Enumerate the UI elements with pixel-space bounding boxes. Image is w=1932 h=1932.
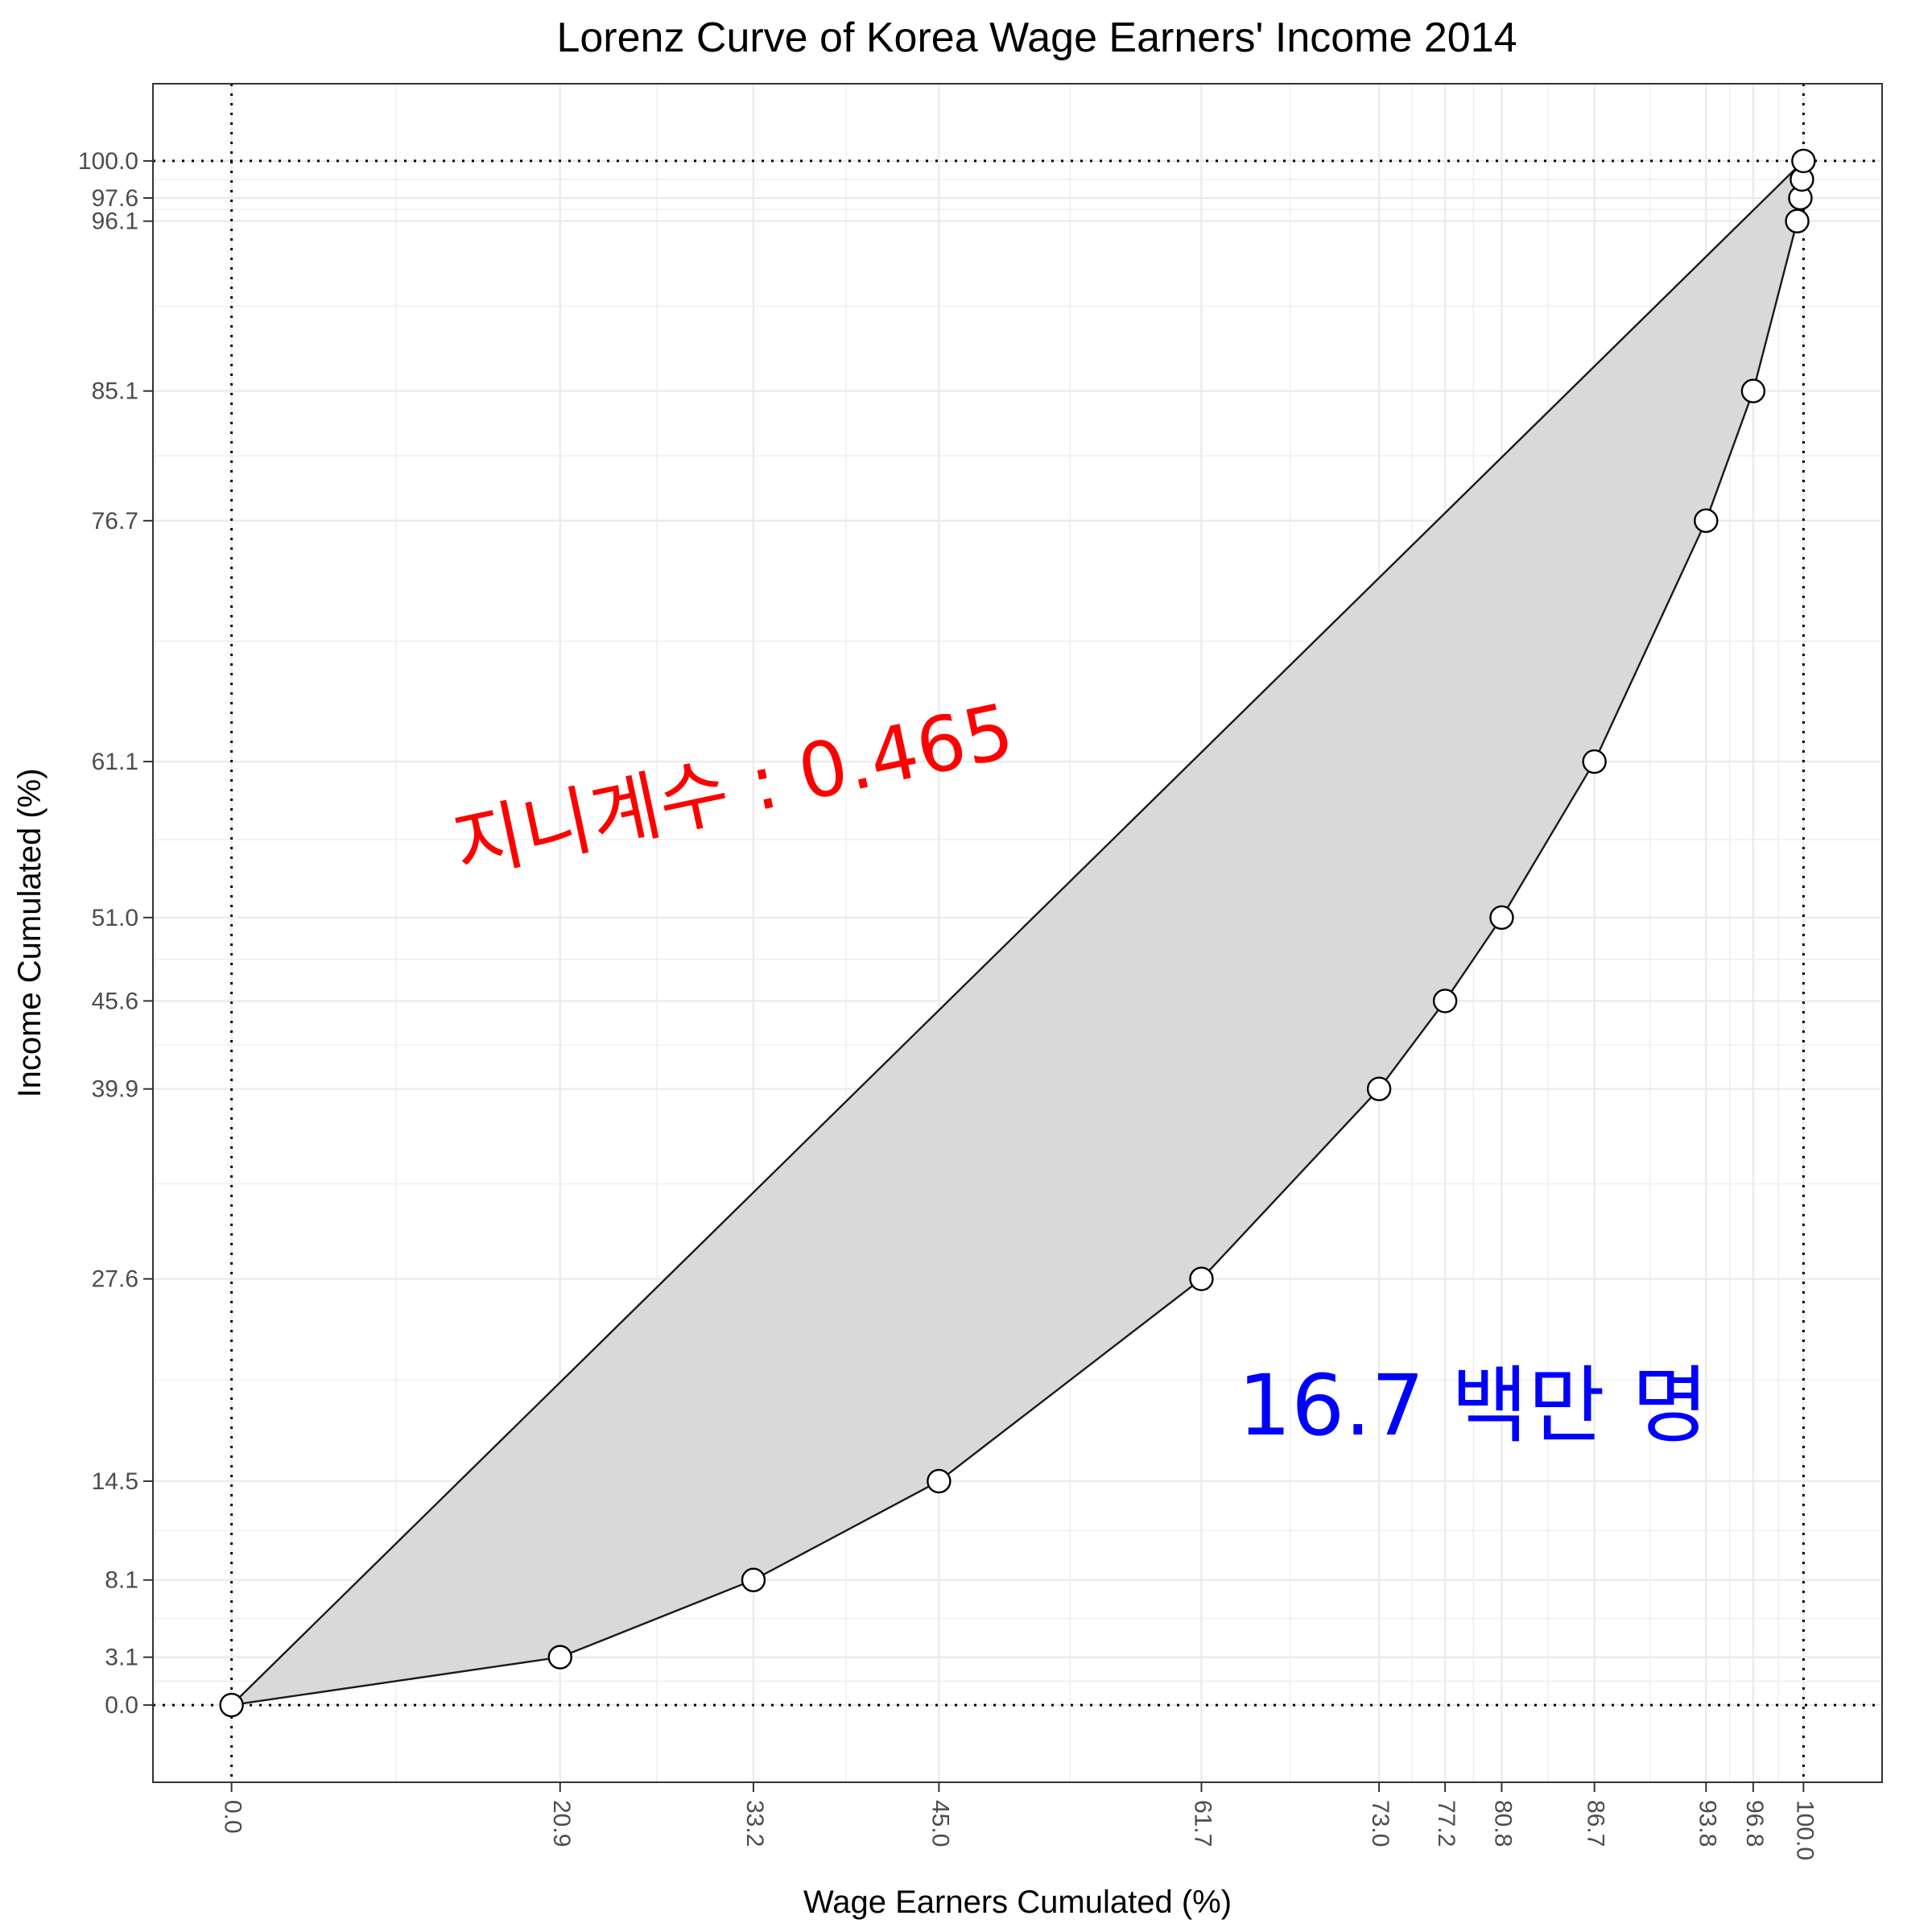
data-point — [927, 1468, 952, 1494]
y-tick-label: 3.1 — [105, 1645, 138, 1671]
y-axis-title: Income Cumulated (%) — [12, 768, 47, 1097]
equality-line — [230, 160, 1805, 1706]
y-tick-label: 0.0 — [105, 1692, 138, 1719]
y-tick-label: 14.5 — [92, 1468, 138, 1495]
data-point — [1582, 749, 1607, 774]
data-point — [1694, 508, 1719, 534]
data-points — [219, 148, 1816, 1718]
data-point — [741, 1567, 766, 1592]
y-tick-label: 45.6 — [92, 988, 138, 1014]
x-tick-label: 96.8 — [1741, 1800, 1768, 1847]
x-axis-title: Wage Earners Cumulated (%) — [803, 1885, 1232, 1920]
x-tick-label: 33.2 — [741, 1800, 768, 1847]
data-point — [547, 1645, 572, 1670]
x-tick-label: 73.0 — [1367, 1800, 1393, 1847]
data-point — [1432, 989, 1458, 1013]
data-point — [1366, 1076, 1392, 1101]
x-tick-label: 86.7 — [1583, 1800, 1609, 1847]
y-tick-label: 100.0 — [78, 148, 138, 175]
x-tick-label: 61.7 — [1190, 1800, 1216, 1847]
data-point — [1785, 208, 1810, 233]
x-tick-label: 100.0 — [1791, 1800, 1818, 1860]
chart-title: Lorenz Curve of Korea Wage Earners' Inco… — [556, 14, 1517, 61]
y-tick-label: 76.7 — [92, 508, 138, 535]
y-tick-label: 8.1 — [105, 1567, 138, 1594]
x-tick-label: 80.8 — [1490, 1800, 1517, 1847]
x-tick-label: 93.8 — [1694, 1800, 1720, 1847]
x-tick-label: 77.2 — [1433, 1800, 1459, 1847]
y-tick-label: 96.1 — [92, 208, 138, 235]
y-tick-label: 85.1 — [92, 378, 138, 405]
x-tick-label: 20.9 — [548, 1800, 575, 1847]
data-point — [1740, 378, 1766, 403]
data-point — [1791, 148, 1816, 174]
y-axis: 0.0 3.1 8.1 14.5 27.6 39.9 45.6 51.0 61.1 76.7 85.… — [78, 148, 153, 1719]
y-tick-label: 97.6 — [92, 185, 138, 212]
x-axis: 0.0 20.9 33.2 45.0 61.7 73.0 77.2 80.8 86.7 93.8 9… — [220, 1782, 1818, 1860]
reference-lines — [153, 84, 1882, 1782]
x-tick-label: 45.0 — [927, 1800, 953, 1847]
y-tick-label: 61.1 — [92, 749, 138, 775]
data-point — [1189, 1266, 1214, 1291]
y-tick-label: 51.0 — [92, 905, 138, 931]
population-annotation: 16.7 백만 명 — [1238, 1356, 1709, 1455]
y-tick-label: 39.9 — [92, 1076, 138, 1103]
y-tick-label: 27.6 — [92, 1266, 138, 1293]
x-tick-label: 0.0 — [220, 1800, 246, 1834]
data-point — [1489, 905, 1514, 931]
data-point — [219, 1692, 244, 1718]
plot-border — [152, 83, 1883, 1783]
